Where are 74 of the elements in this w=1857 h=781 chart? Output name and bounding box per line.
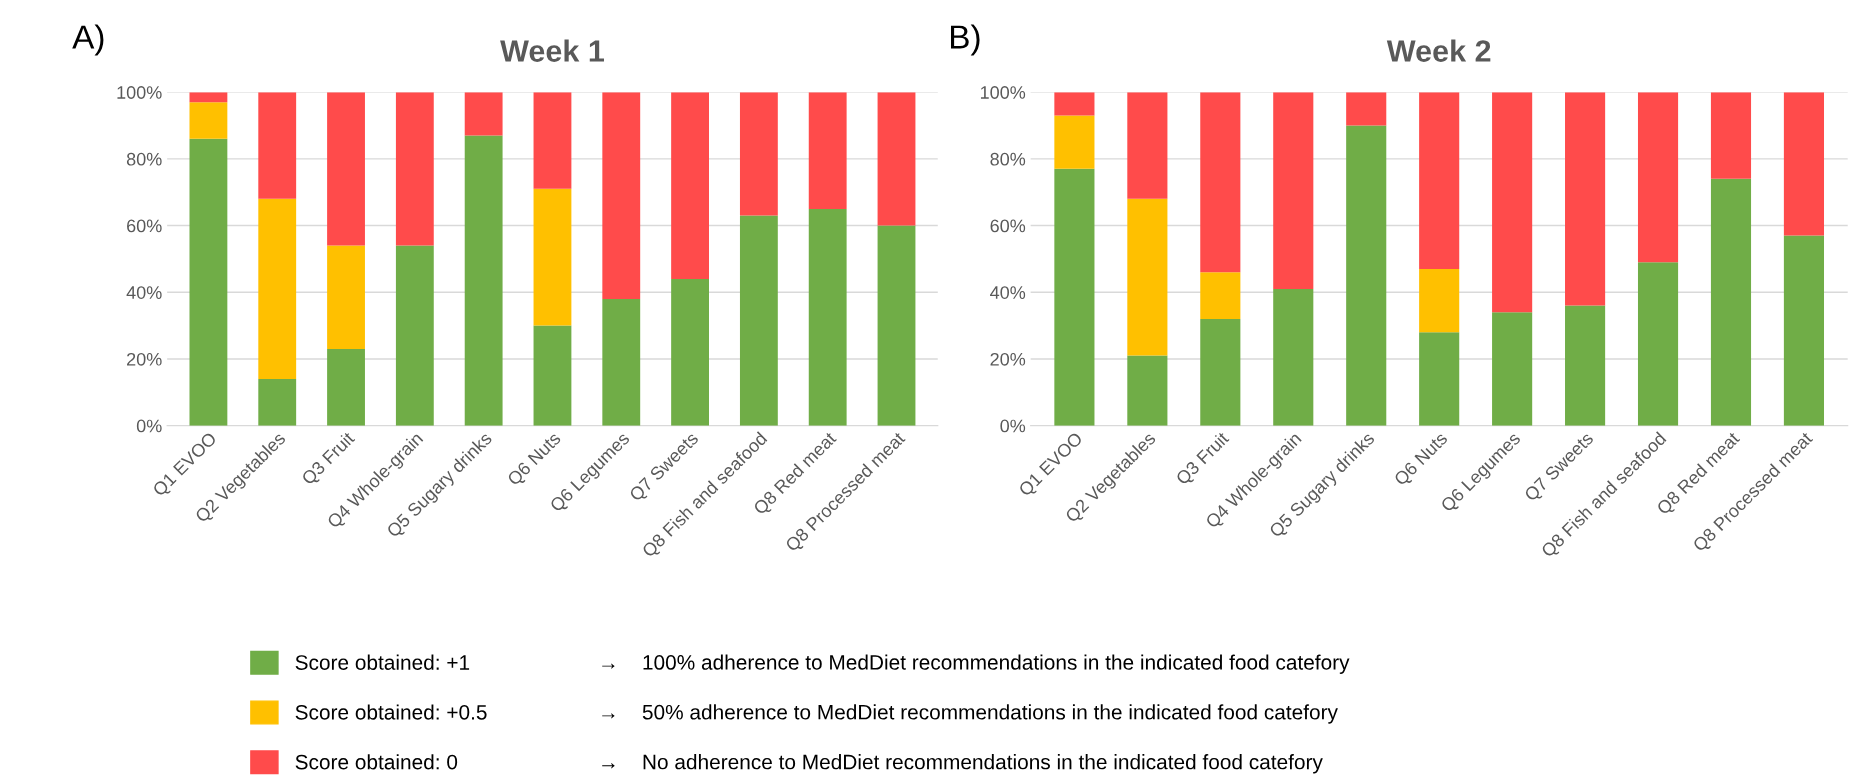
y-tick-label: 0% <box>1000 419 1026 433</box>
bar <box>1127 92 1168 199</box>
bar <box>189 102 228 139</box>
bar <box>1783 235 1825 426</box>
bar <box>877 225 916 426</box>
y-tick-label: 0% <box>136 419 162 433</box>
y-tick-label: 80% <box>990 152 1026 166</box>
text: → No adherence to MedDiet recommendations in the indicated food catefory <box>602 754 1323 774</box>
bar <box>671 92 709 279</box>
bar <box>1200 92 1241 273</box>
text: A) <box>72 24 104 56</box>
bar <box>327 92 365 246</box>
bar <box>1565 305 1606 426</box>
bar <box>1565 92 1606 306</box>
y-tick-label: 100% <box>980 86 1026 99</box>
bar <box>1346 125 1387 426</box>
bar <box>1710 92 1752 179</box>
bar <box>533 325 572 426</box>
bar <box>189 138 228 426</box>
y-tick-label: 100% <box>117 86 162 99</box>
bar <box>808 208 847 426</box>
y-tick-label: 60% <box>127 219 162 233</box>
bar <box>464 92 503 136</box>
bar <box>1200 272 1241 319</box>
bar <box>1637 92 1679 263</box>
y-tick-label: 20% <box>127 352 162 366</box>
bar <box>1419 332 1460 426</box>
bar <box>739 215 778 426</box>
bar <box>1419 268 1460 333</box>
bar <box>327 348 365 426</box>
y-tick-label: 40% <box>126 286 162 299</box>
chart-title: Week 1 <box>500 39 604 62</box>
bar <box>739 92 778 216</box>
bar <box>533 92 572 189</box>
text: → 50% adherence to MedDiet recommendations in the indicated food catefory <box>602 704 1338 724</box>
bar <box>1200 318 1241 426</box>
bar <box>808 92 847 209</box>
bar <box>395 245 434 426</box>
y-tick-label: 20% <box>990 352 1026 366</box>
bar <box>1054 115 1095 169</box>
bar <box>1054 168 1095 426</box>
bar <box>1783 92 1825 236</box>
text: B) <box>951 24 980 56</box>
bar <box>1127 355 1168 426</box>
y-tick-label: 80% <box>126 152 162 166</box>
bar <box>602 298 641 426</box>
bar <box>258 92 297 199</box>
bar <box>1054 92 1095 116</box>
bar <box>877 92 916 226</box>
bar <box>602 92 641 299</box>
bar <box>1637 262 1679 426</box>
bar <box>1273 92 1314 289</box>
bar <box>327 245 365 349</box>
bar <box>1710 178 1752 426</box>
bar <box>1346 92 1387 126</box>
bar <box>533 188 572 326</box>
y-tick-label: 40% <box>990 286 1026 299</box>
bar <box>1492 312 1533 426</box>
bar <box>1419 92 1460 269</box>
bar <box>1492 92 1533 313</box>
y-tick-label: 60% <box>990 219 1026 233</box>
legend-label: Score obtained: 0 <box>295 754 458 770</box>
bar <box>258 378 297 426</box>
bar <box>258 198 297 379</box>
bar <box>395 92 434 246</box>
text: → 100% adherence to MedDiet recommendations in the indicated food catefory <box>602 654 1350 674</box>
chart-title: Week 2 <box>1386 39 1491 62</box>
bar <box>671 278 709 426</box>
bar <box>189 92 228 103</box>
bar <box>1127 198 1168 356</box>
legend-label: Score obtained: +0.5 <box>295 704 487 720</box>
legend-label: Score obtained: +1 <box>295 654 470 670</box>
bar <box>1273 288 1314 426</box>
bar <box>464 135 503 426</box>
